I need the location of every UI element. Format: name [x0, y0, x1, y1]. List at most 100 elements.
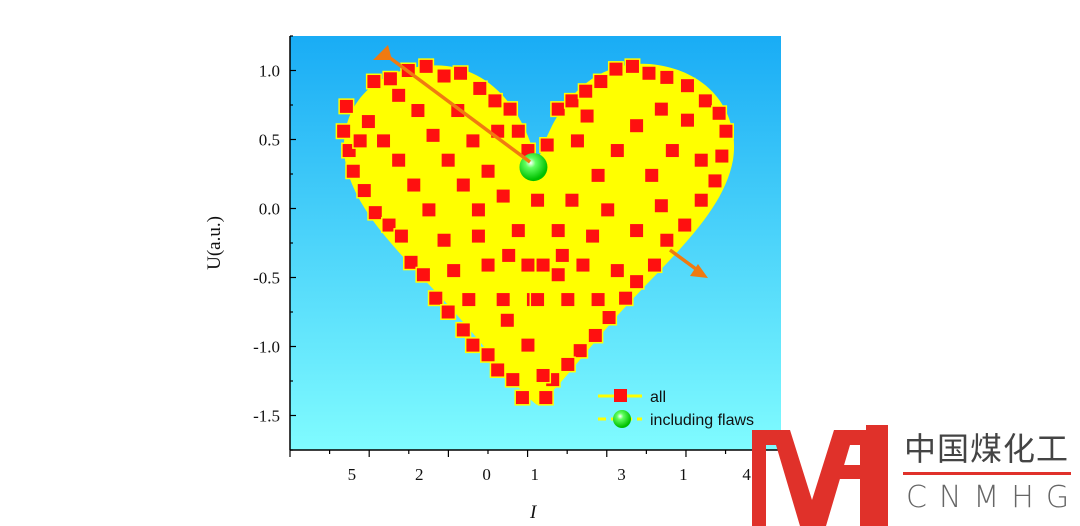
data-point-all: [587, 327, 604, 344]
data-point-all: [504, 371, 521, 388]
data-point-all: [455, 321, 472, 338]
data-point-all: [628, 222, 645, 239]
arrow-lower-right: [668, 248, 708, 278]
data-point-all: [367, 204, 384, 221]
data-point-all: [445, 262, 462, 279]
data-point-all: [514, 389, 531, 406]
y-tick-label: -1.5: [253, 407, 280, 426]
data-point-all: [427, 290, 444, 307]
data-point-all: [500, 247, 517, 264]
data-point-all: [529, 291, 546, 308]
data-point-all: [693, 192, 710, 209]
legend-flaw-marker: [613, 410, 631, 428]
x-tick-label: 1: [679, 465, 688, 484]
data-point-all: [697, 92, 714, 109]
data-point-all: [470, 228, 487, 245]
data-point-all: [676, 217, 693, 234]
data-point-all: [559, 291, 576, 308]
data-point-all: [574, 257, 591, 274]
data-point-all: [471, 80, 488, 97]
data-point-all: [455, 177, 472, 194]
data-point-all: [489, 361, 506, 378]
data-point-all: [640, 65, 657, 82]
data-point-all: [653, 101, 670, 118]
data-point-all: [658, 232, 675, 249]
logo-chinese-text: 中国煤化工: [904, 430, 1070, 468]
data-point-all: [480, 346, 497, 363]
legend-flaw-label: including flaws: [650, 412, 754, 429]
data-point-all: [664, 142, 681, 159]
data-point-all: [480, 257, 497, 274]
data-point-all: [572, 342, 589, 359]
data-point-all: [425, 127, 442, 144]
data-point-all: [711, 105, 728, 122]
data-point-all: [550, 101, 567, 118]
data-point-all: [405, 177, 422, 194]
data-point-all: [502, 101, 519, 118]
data-point-all: [599, 201, 616, 218]
data-point-all: [440, 152, 457, 169]
data-point-all: [480, 163, 497, 180]
data-point-all: [440, 304, 457, 320]
data-point-all: [643, 167, 660, 184]
data-point-all: [420, 201, 437, 218]
data-point-all: [617, 290, 634, 307]
data-point-all: [375, 132, 392, 149]
data-point-all: [510, 222, 527, 239]
data-point-all: [519, 337, 536, 354]
arrow-upper-left: [373, 45, 532, 164]
y-tick-label: 0.5: [259, 131, 280, 150]
data-point-all: [601, 309, 618, 326]
x-tick-label: 5: [348, 465, 357, 484]
data-point-all: [563, 192, 580, 209]
x-axis-title: I: [529, 502, 538, 523]
data-point-all: [409, 102, 426, 119]
data-point-all: [584, 228, 601, 245]
y-tick-label: -1.0: [253, 338, 280, 357]
data-point-all: [563, 92, 580, 109]
legend-all-marker: [614, 389, 627, 402]
data-point-all: [554, 247, 571, 264]
data-point-all: [579, 108, 596, 125]
data-point-all: [577, 83, 594, 100]
data-point-all: [365, 73, 382, 90]
data-point-all: [628, 273, 645, 290]
data-point-all: [717, 123, 734, 140]
y-tick-label: 0.0: [259, 200, 280, 219]
data-point-all: [679, 112, 696, 129]
data-point-all: [382, 70, 399, 87]
x-tick-label: 3: [617, 465, 626, 484]
data-point-all: [460, 291, 477, 308]
data-point-all: [470, 201, 487, 218]
heart-fill: [343, 63, 735, 405]
logo-english-text: CNMHG: [906, 480, 1080, 515]
data-point-all: [539, 137, 556, 154]
data-point-all: [535, 367, 552, 384]
x-tick-label: 2: [415, 465, 424, 484]
data-point-all: [519, 257, 536, 274]
legend: all including flaws: [598, 389, 754, 429]
data-point-all: [499, 312, 516, 329]
data-point-all: [495, 188, 512, 205]
data-point-all: [590, 291, 607, 308]
data-point-all: [590, 167, 607, 184]
data-point-all: [486, 92, 503, 109]
data-point-all: [609, 262, 626, 279]
x-tick-label: 4: [742, 465, 751, 484]
data-point-all: [569, 132, 586, 149]
data-point-all: [495, 291, 512, 308]
data-point-all: [464, 132, 481, 149]
data-point-all: [393, 228, 410, 245]
data-point-all: [653, 197, 670, 214]
data-point-all: [510, 123, 527, 140]
data-point-all: [706, 172, 723, 189]
data-point-all: [390, 87, 407, 104]
data-point-all: [464, 337, 481, 354]
data-point-all: [550, 222, 567, 239]
y-axis-title: U(a.u.): [204, 216, 225, 270]
data-point-all: [381, 217, 398, 234]
data-point-all: [436, 232, 453, 249]
data-point-all: [628, 117, 645, 134]
